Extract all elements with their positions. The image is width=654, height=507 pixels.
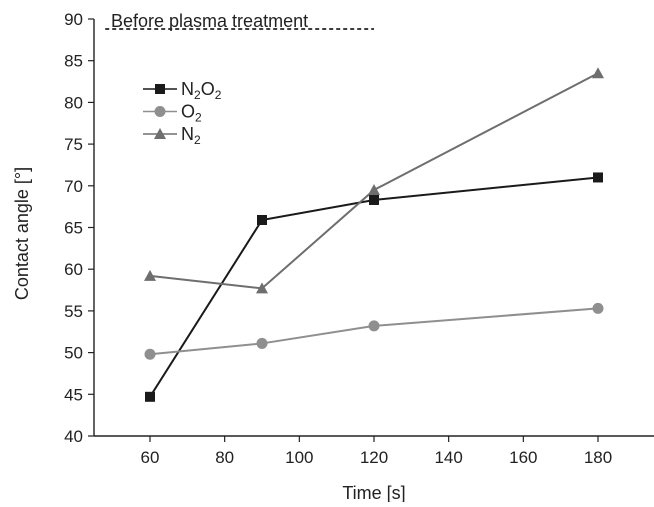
data-point-N2O2 [369, 194, 379, 205]
legend-marker-N2 [154, 128, 166, 139]
data-point-N2 [368, 183, 380, 195]
data-point-O2 [592, 302, 604, 314]
x-tick-label: 180 [584, 448, 612, 467]
legend-label-O2: O2 [181, 102, 202, 125]
y-tick-label: 45 [64, 385, 83, 404]
series-line-N2 [149, 72, 599, 290]
series-line-N2O2 [149, 176, 599, 398]
data-point-O2 [368, 320, 380, 332]
x-tick-label: 120 [360, 448, 388, 467]
y-tick-label: 70 [64, 177, 83, 196]
y-tick-label: 60 [64, 260, 83, 279]
legend-label-N2O2: N2O2 [181, 79, 222, 102]
data-point-N2 [592, 67, 604, 79]
data-point-N2O2 [145, 391, 155, 402]
y-tick-label: 65 [64, 219, 83, 238]
legend-label-N2: N2 [181, 124, 201, 147]
y-tick-label: 80 [64, 93, 83, 112]
y-tick-label: 50 [64, 344, 83, 363]
reference-label: Before plasma treatment [111, 11, 308, 31]
data-point-O2 [144, 348, 156, 360]
x-tick-label: 100 [285, 448, 313, 467]
x-tick-label: 140 [434, 448, 462, 467]
series-line-O2 [149, 307, 599, 356]
y-tick-label: 40 [64, 427, 83, 446]
y-tick-label: 75 [64, 135, 83, 154]
y-axis-title: Contact angle [°] [12, 167, 32, 300]
data-point-N2O2 [593, 172, 603, 183]
legend-marker-O2 [154, 106, 166, 117]
data-point-N2O2 [257, 214, 267, 225]
y-tick-label: 90 [64, 10, 83, 29]
y-tick-label: 55 [64, 302, 83, 321]
legend-marker-N2O2 [155, 84, 165, 94]
data-point-O2 [256, 337, 268, 349]
x-axis-title: Time [s] [342, 483, 405, 502]
y-tick-label: 85 [64, 52, 83, 71]
x-tick-label: 80 [215, 448, 234, 467]
x-tick-label: 160 [509, 448, 537, 467]
data-point-N2 [144, 269, 156, 281]
x-tick-label: 60 [141, 448, 160, 467]
data-point-N2 [256, 282, 268, 294]
